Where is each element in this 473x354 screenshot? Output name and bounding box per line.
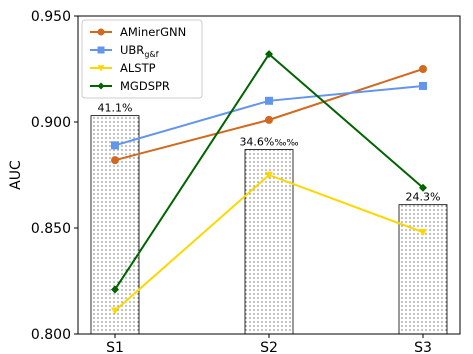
point-aminergnn-s2: [265, 115, 273, 124]
x-tick-label: S3: [414, 340, 432, 354]
x-tick-label: S1: [106, 340, 124, 354]
y-tick-label: 0.950: [31, 9, 71, 25]
legend-label-aminergnn: AMinerGNN: [120, 25, 186, 39]
y-axis-title: AUC: [8, 160, 24, 190]
legend-marker-ubr: [97, 46, 105, 54]
y-tick-label: 0.900: [31, 115, 71, 131]
bar-label-s1: 41.1%: [98, 102, 133, 115]
axes-layer: 0.800 0.850 0.900 0.950 S1 S2 S3 AUC: [8, 9, 461, 354]
bar-label-s2: 34.6%‰‰: [239, 136, 298, 149]
x-tick-label: S2: [260, 340, 278, 354]
bar-s3: [398, 204, 448, 335]
y-tick-label: 0.850: [31, 221, 71, 237]
legend-marker-alstp: [97, 65, 105, 72]
point-mgdspr-s2: [265, 50, 273, 59]
point-ubr-s1: [111, 141, 119, 150]
point-ubr-s2: [265, 96, 273, 105]
legend-label-alstp: ALSTP: [120, 61, 156, 75]
point-aminergnn-s3: [419, 65, 427, 73]
legend-box: [81, 19, 203, 99]
lines-layer: [111, 50, 427, 315]
point-mgdspr-s3: [419, 183, 427, 192]
point-alstp-s1: [111, 307, 119, 315]
y-tick-label: 0.800: [31, 327, 71, 343]
legend-marker-mgdspr: [97, 82, 105, 90]
point-alstp-s2: [265, 171, 273, 179]
point-mgdspr-s1: [111, 285, 119, 294]
legend-marker-aminergnn: [97, 28, 105, 36]
point-ubr-s3: [419, 81, 427, 90]
point-alstp-s3: [419, 229, 427, 237]
legend-label-mgdspr: MGDSPR: [120, 79, 170, 93]
point-aminergnn-s1: [111, 156, 119, 165]
bar-label-s3: 24.3%: [406, 191, 441, 204]
